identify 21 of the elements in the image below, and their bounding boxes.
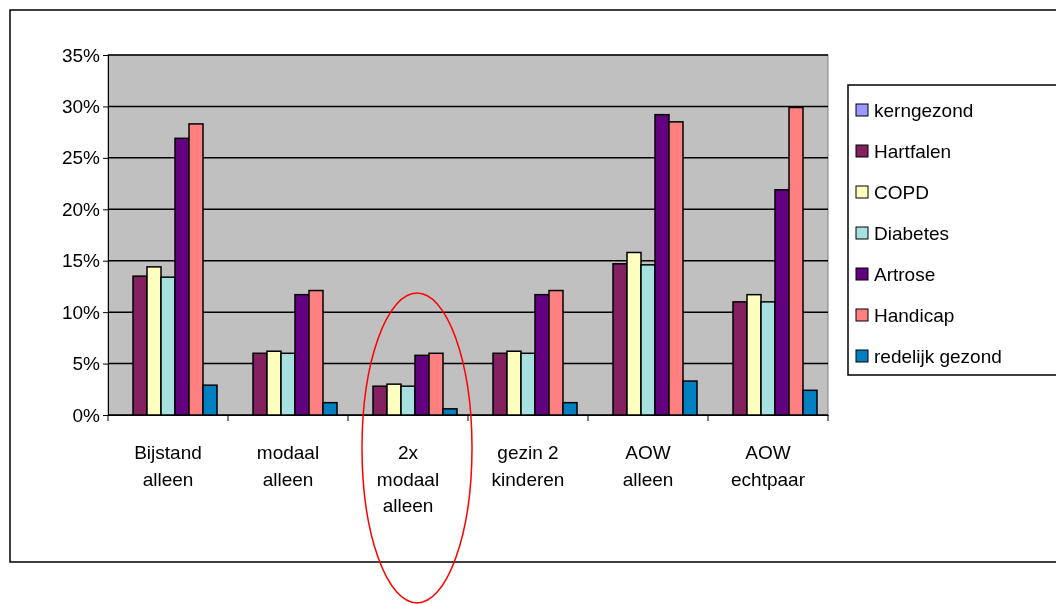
- x-tick-label: Bijstand alleen: [134, 442, 202, 490]
- y-tick-label: 10%: [61, 301, 101, 323]
- legend-label: COPD: [874, 182, 929, 203]
- legend-label: redelijk gezond: [874, 346, 1002, 367]
- y-tick-label: 0%: [72, 404, 101, 426]
- legend-label: kerngezond: [874, 100, 974, 121]
- y-tick-label: 35%: [61, 44, 101, 66]
- x-tick-label: 2x modaal alleen: [376, 442, 440, 517]
- x-tick-label: modaal alleen: [256, 442, 320, 490]
- y-tick-label: 15%: [61, 250, 101, 272]
- legend-label: Hartfalen: [874, 141, 952, 162]
- y-tick-label: 30%: [61, 96, 101, 118]
- y-tick-label: 20%: [61, 198, 101, 220]
- y-tick-label: 5%: [72, 353, 101, 375]
- legend-label: Handicap: [874, 305, 955, 326]
- x-tick-label: AOW echtpaar: [731, 442, 806, 490]
- y-tick-label: 25%: [61, 147, 101, 169]
- x-tick-label: gezin 2 kinderen: [491, 442, 565, 490]
- x-tick-label: AOW alleen: [622, 442, 674, 490]
- legend-label: Diabetes: [874, 223, 949, 244]
- legend-label: Artrose: [874, 264, 936, 285]
